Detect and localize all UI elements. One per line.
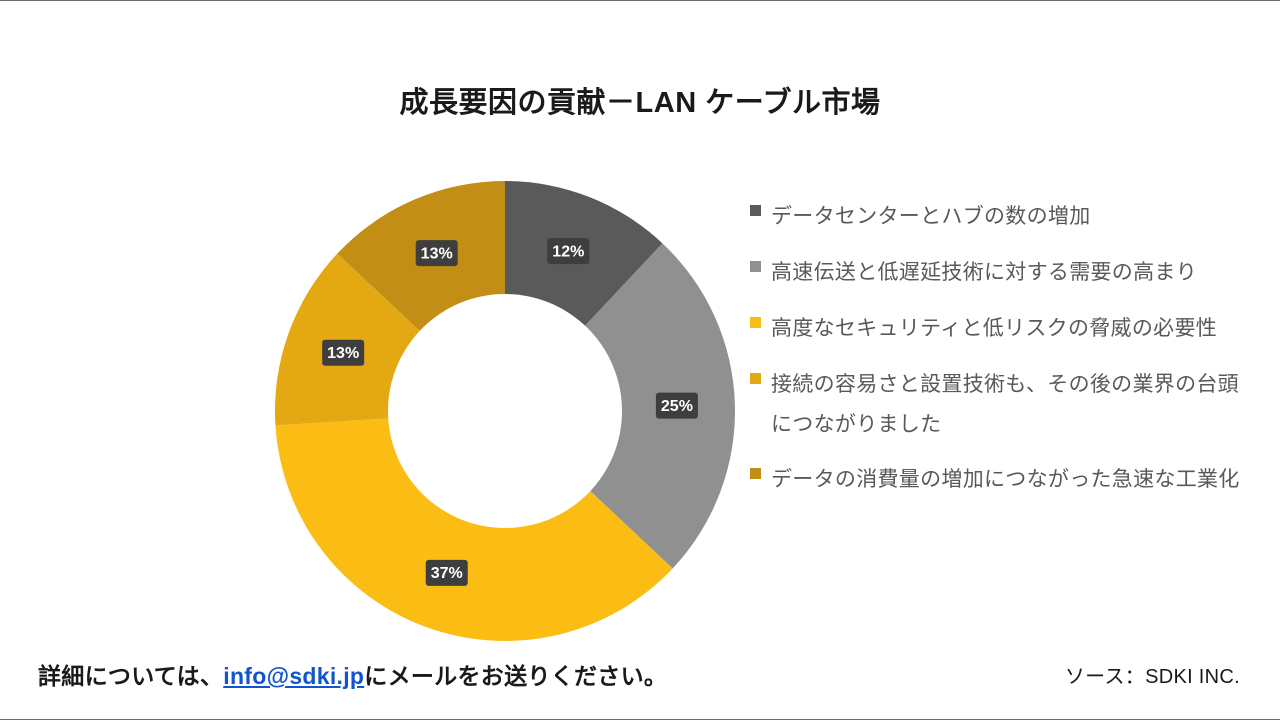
- page-title: 成長要因の貢献－LAN ケーブル市場: [0, 79, 1280, 121]
- legend-swatch: [750, 373, 761, 384]
- legend-item: 接続の容易さと設置技術も、その後の業界の台頭につながりました: [750, 365, 1250, 445]
- footer-prefix: 詳細については、: [38, 663, 223, 689]
- legend-label: データセンターとハブの数の増加: [771, 197, 1091, 237]
- footer-suffix: にメールをお送りください。: [364, 663, 667, 689]
- legend-label: 高度なセキュリティと低リスクの脅威の必要性: [771, 309, 1217, 349]
- legend-swatch: [750, 468, 761, 479]
- data-label-text: 25%: [661, 398, 693, 415]
- data-label-text: 13%: [421, 245, 453, 262]
- legend-item: 高度なセキュリティと低リスクの脅威の必要性: [750, 309, 1250, 349]
- legend-swatch: [750, 261, 761, 272]
- legend-label: 接続の容易さと設置技術も、その後の業界の台頭につながりました: [771, 365, 1250, 445]
- source-prefix: ソース：: [1065, 666, 1145, 688]
- donut-chart: 12% 25% 37% 13% 13%: [270, 176, 740, 646]
- legend-label: 高速伝送と低遅延技術に対する需要の高まり: [771, 253, 1197, 293]
- legend-item: 高速伝送と低遅延技術に対する需要の高まり: [750, 253, 1250, 293]
- contact-email-link[interactable]: info@sdki.jp: [223, 663, 364, 689]
- data-label-text: 12%: [552, 243, 584, 260]
- legend-swatch: [750, 317, 761, 328]
- legend-label: データの消費量の増加につながった急速な工業化: [771, 460, 1240, 500]
- legend: データセンターとハブの数の増加高速伝送と低遅延技術に対する需要の高まり高度なセキ…: [750, 197, 1250, 516]
- legend-item: データセンターとハブの数の増加: [750, 197, 1250, 237]
- data-label-text: 13%: [327, 345, 359, 362]
- footer-source: ソース：SDKI INC.: [1065, 660, 1240, 689]
- legend-item: データの消費量の増加につながった急速な工業化: [750, 460, 1250, 500]
- source-name: SDKI INC.: [1145, 666, 1240, 688]
- footer-contact: 詳細については、info@sdki.jpにメールをお送りください。: [38, 657, 667, 691]
- legend-swatch: [750, 205, 761, 216]
- data-label-text: 37%: [431, 565, 463, 582]
